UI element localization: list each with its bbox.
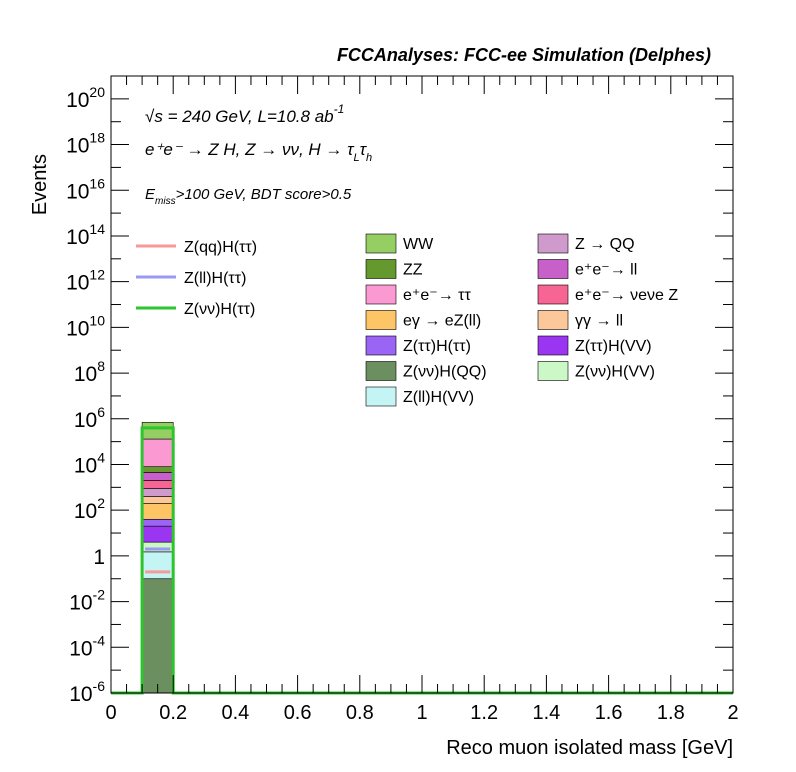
legend-bkg1-label-2: e⁺e⁻→ ττ — [403, 287, 471, 304]
legend-signal-label-0: Z(qq)H(ττ) — [184, 239, 257, 256]
legend-bkg2-swatch-3 — [537, 310, 569, 330]
x-tick-label-9: 1.8 — [657, 702, 685, 724]
y-tick-label-11: 1016 — [66, 175, 105, 203]
selection-sub: miss — [155, 196, 176, 207]
y-axis-label: Events — [29, 154, 51, 215]
legend-bkg2-swatch-2 — [537, 284, 569, 305]
x-tick-label-1: 0.2 — [159, 702, 187, 724]
selection-text: Emiss>100 GeV, BDT score>0.5 — [145, 186, 352, 207]
x-tick-label-5: 1 — [416, 702, 427, 724]
legend-bkg2-label-1: e⁺e⁻→ ll — [575, 262, 637, 279]
stack-bar-11 — [141, 438, 174, 467]
y-tick-label-9: 1012 — [66, 267, 105, 295]
process-tau: τ — [360, 140, 368, 159]
legend-bkg1-swatch-3 — [365, 310, 397, 330]
stack-bar-3 — [141, 525, 174, 543]
legend-bkg1-label-1: ZZ — [403, 262, 423, 279]
stack-bar-7 — [141, 488, 174, 497]
stack-bar-4 — [141, 518, 174, 527]
legend-bkg1-label-3: eγ → eZ(ll) — [403, 313, 481, 330]
y-tick-label-12: 1018 — [66, 130, 105, 158]
stack-bars — [141, 422, 174, 694]
legend-bkg1-swatch-5 — [365, 361, 397, 381]
legend-bkg1-label-0: WW — [403, 236, 434, 253]
selection-cut: >100 GeV, BDT score>0.5 — [176, 186, 352, 203]
signal-line-2 — [111, 426, 733, 695]
legend-bkg2-label-3: γγ → ll — [575, 313, 623, 330]
y-axis: 10-6 10-4 10-2 1 102 104 106 108 1010 1012 1014 101… — [66, 75, 733, 706]
signal-lines — [111, 426, 733, 695]
y-tick-label-2: 10-2 — [69, 587, 105, 615]
energy-lumi: = 240 GeV, L=10.8 ab — [163, 107, 334, 126]
legend-bkg1-swatch-2 — [365, 284, 397, 305]
chart-title: FCCAnalyses: FCC-ee Simulation (Delphes) — [337, 45, 711, 65]
y-tick-label-8: 1010 — [66, 312, 105, 340]
stack-bar-6 — [141, 496, 174, 504]
legend-signal-label-1: Z(ll)H(ττ) — [184, 270, 246, 287]
y-tick-label-3: 1 — [93, 546, 105, 569]
stack-bar-0 — [141, 578, 174, 694]
x-tick-label-2: 0.4 — [221, 702, 249, 724]
legend-bkg1-swatch-6 — [365, 386, 397, 407]
x-tick-label-7: 1.4 — [532, 702, 560, 724]
legend-bkg1-swatch-4 — [365, 335, 397, 356]
y-tick-label-6: 106 — [74, 404, 105, 432]
y-tick-label-0: 10-6 — [69, 678, 105, 706]
process-sub-l: L — [354, 152, 360, 164]
x-tick-label-4: 0.8 — [346, 702, 374, 724]
x-tick-label-3: 0.6 — [284, 702, 312, 724]
lumi-exponent: -1 — [334, 102, 345, 116]
stack-bar-10 — [141, 466, 174, 473]
legend-bkg2-swatch-1 — [537, 259, 569, 279]
legend-bkg2-label-2: e⁺e⁻→ νeνe Z — [575, 287, 678, 304]
legend-bkg1-swatch-0 — [365, 233, 397, 254]
legend-bkg1-label-5: Z(νν)H(QQ) — [403, 364, 487, 381]
stack-bar-8 — [141, 480, 174, 489]
legend-bkg2-label-0: Z → QQ — [575, 236, 635, 253]
x-tick-label-0: 0 — [105, 702, 116, 724]
legend-bkg2-label-5: Z(νν)H(VV) — [575, 364, 655, 381]
process-sub-h: h — [366, 152, 372, 164]
y-tick-label-7: 108 — [74, 358, 105, 386]
process-main: e⁺e⁻ → Z H, Z → νν, H → τ — [145, 140, 355, 159]
legend-signal-label-2: Z(νν)H(ττ) — [184, 301, 255, 318]
legend-bkg1-label-6: Z(ll)H(VV) — [403, 389, 474, 406]
stack-bar-1 — [141, 551, 174, 580]
selection-e: E — [145, 186, 156, 203]
legend: Z(qq)H(ττ) Z(ll)H(ττ) Z(νν)H(ττ) WW ZZ e⁺e⁻→ … — [136, 233, 678, 407]
legend-bkg1-label-4: Z(ττ)H(ττ) — [403, 338, 471, 355]
legend-bkg1-swatch-1 — [365, 259, 397, 279]
stack-bar-5 — [141, 503, 174, 520]
x-axis-label: Reco muon isolated mass [GeV] — [446, 737, 733, 759]
x-tick-label-8: 1.6 — [595, 702, 623, 724]
plot-frame — [110, 75, 734, 694]
x-axis: 0 0.2 0.4 0.6 0.8 1 1.2 1.4 1.6 1.8 2 — [105, 76, 739, 724]
stack-bar-12 — [141, 422, 174, 440]
stack-bar-9 — [141, 472, 174, 481]
y-tick-label-1: 10-4 — [69, 632, 105, 660]
energy-lumi-text: √s = 240 GeV, L=10.8 ab-1 — [145, 102, 344, 126]
y-tick-label-10: 1014 — [66, 221, 105, 249]
legend-bkg2-swatch-0 — [537, 233, 569, 254]
legend-bkg2-label-4: Z(ττ)H(VV) — [575, 338, 652, 355]
x-tick-label-10: 2 — [727, 702, 738, 724]
sqrt-s: √s — [145, 107, 163, 126]
legend-bkg2-swatch-4 — [537, 335, 569, 356]
process-text: e⁺e⁻ → Z H, Z → νν, H → τLτh — [145, 140, 372, 164]
y-tick-label-4: 102 — [74, 495, 105, 523]
y-tick-label-5: 104 — [74, 449, 105, 477]
legend-bkg2-swatch-5 — [537, 361, 569, 381]
y-tick-label-13: 1020 — [66, 84, 105, 112]
x-tick-label-6: 1.2 — [470, 702, 498, 724]
